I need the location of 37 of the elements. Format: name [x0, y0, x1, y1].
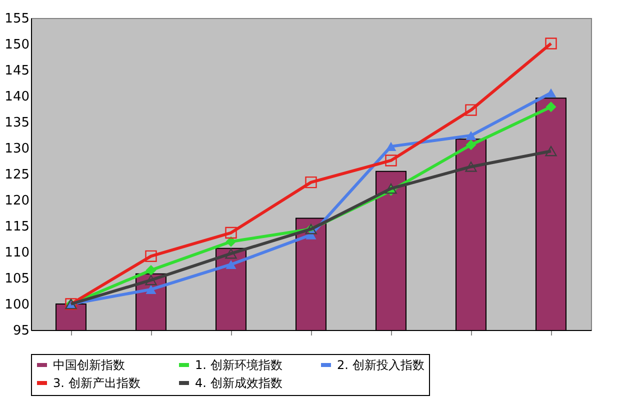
point [465, 104, 477, 116]
y-tick-label: 125 [4, 168, 30, 182]
point [226, 236, 236, 247]
y-tick-label: 135 [4, 116, 30, 130]
y-tick-label: 150 [4, 38, 30, 52]
y-tick-label: 155 [4, 12, 30, 26]
legend-label: 3. 创新产出指数 [53, 376, 140, 390]
point [385, 154, 397, 166]
legend-label: 2. 创新投入指数 [337, 358, 424, 372]
y-tick-label: 120 [4, 194, 30, 208]
point [545, 38, 557, 50]
point [146, 284, 156, 294]
y-tick-label: 100 [4, 298, 30, 312]
point [305, 176, 317, 188]
point [465, 162, 477, 172]
point [146, 264, 156, 276]
legend-label: 中国创新指数 [53, 358, 125, 372]
y-tick-label: 95 [12, 324, 30, 338]
point [466, 140, 476, 150]
point [145, 274, 157, 286]
point [225, 226, 237, 239]
point [386, 142, 396, 151]
y-tick-label: 105 [4, 272, 30, 286]
point [546, 88, 556, 98]
y-tick-label: 140 [4, 90, 30, 104]
y-tick-label: 130 [4, 142, 30, 156]
legend-label: 1. 创新环境指数 [195, 358, 282, 372]
point [545, 146, 557, 156]
point [546, 102, 556, 112]
y-tick-label: 115 [4, 220, 30, 234]
point [466, 130, 476, 140]
point [226, 260, 236, 270]
y-tick-label: 145 [4, 64, 30, 78]
legend-label: 4. 创新成效指数 [195, 376, 282, 390]
point [225, 248, 237, 259]
point [145, 250, 157, 262]
y-tick-label: 110 [4, 246, 30, 260]
